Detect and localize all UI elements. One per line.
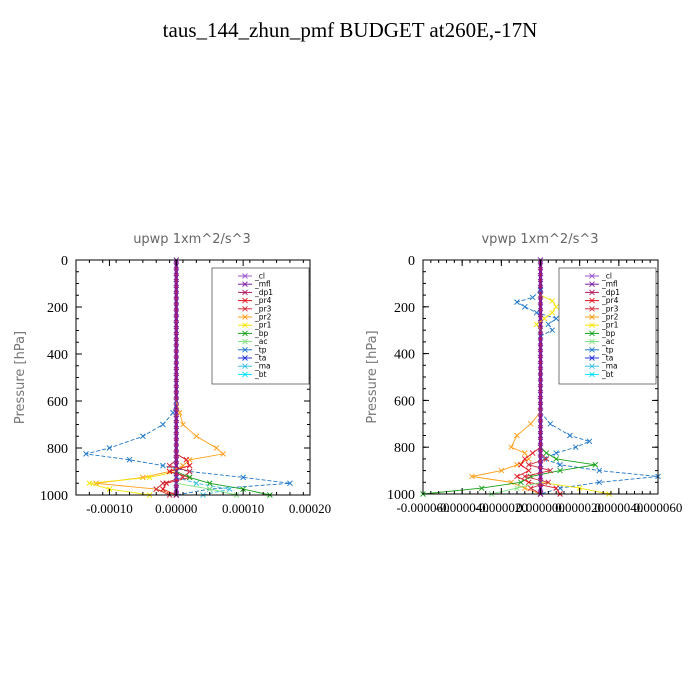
legend-label-cl: _cl <box>601 272 612 281</box>
legend-box <box>211 267 310 385</box>
x-tick-label: 0.00020 <box>289 501 331 516</box>
legend-label-bt: _bt <box>601 370 614 379</box>
series-group <box>83 257 293 498</box>
legend-label-pr1: _pr1 <box>254 321 272 330</box>
page-title: taus_144_zhun_pmf BUDGET at260E,-17N <box>162 18 538 42</box>
legend-label-cl: _cl <box>254 272 265 281</box>
y-tick-label: 600 <box>394 394 415 409</box>
legend-label-dp1: _dp1 <box>254 288 273 297</box>
legend-label-dp1: _dp1 <box>601 288 620 297</box>
series-line-pr3 <box>524 452 551 495</box>
legend-label-tp: _tp <box>601 345 614 354</box>
legend-label-ac: _ac <box>601 337 614 346</box>
legend: _cl_mfl_dp1_pr4_pr3_pr2_pr1_bp_ac_tp_ta_… <box>211 267 310 385</box>
panel-title: vpwp 1xm^2/s^3 <box>481 232 598 247</box>
legend-label-mfl: _mfl <box>254 280 271 289</box>
legend-label-bp: _bp <box>601 329 616 338</box>
legend-label-pr1: _pr1 <box>601 321 619 330</box>
x-tick-label: 0.00000 <box>155 501 197 516</box>
plot-panel-1: upwp 1xm^2/s^3 Pressure [hPa] 0 200 400 600 80… <box>13 232 331 516</box>
legend-label-tp: _tp <box>254 345 267 354</box>
x-tick-label: 0.000060 <box>634 500 683 515</box>
x-tick-label: 0.00010 <box>222 501 264 516</box>
plot-panel-2: vpwp 1xm^2/s^3 Pressure [hPa] 0 200 400 600 80… <box>365 232 682 515</box>
legend-label-pr2: _pr2 <box>601 313 619 322</box>
series-line-pr1 <box>540 481 610 495</box>
legend-box <box>558 267 657 385</box>
legend-label-ac: _ac <box>254 337 267 346</box>
y-tick-label: 400 <box>47 348 68 363</box>
x-tick-label: 0.000020 <box>555 500 604 515</box>
y-tick-label: 800 <box>47 442 68 457</box>
legend-label-ta: _ta <box>254 354 266 363</box>
series-line-ma <box>176 476 230 496</box>
y-tick-label: 200 <box>394 301 415 316</box>
y-axis-label: Pressure [hPa] <box>13 331 28 424</box>
y-tick-label: 0 <box>408 254 415 269</box>
x-tick-label: -0.000060 <box>396 500 449 515</box>
legend-label-bp: _bp <box>254 329 269 338</box>
x-tick-label: -0.000040 <box>436 500 489 515</box>
series-group <box>420 257 661 497</box>
y-tick-label: 1000 <box>40 489 68 504</box>
y-tick-label: 200 <box>47 301 68 316</box>
legend-label-ta: _ta <box>601 354 613 363</box>
legend-label-pr2: _pr2 <box>254 313 272 322</box>
x-tick-label: -0.00010 <box>86 501 133 516</box>
y-tick-label: 600 <box>47 395 68 410</box>
y-tick-label: 800 <box>394 441 415 456</box>
x-tick-label: 0.000000 <box>516 500 565 515</box>
legend-label-pr3: _pr3 <box>254 304 272 313</box>
y-tick-label: 400 <box>394 348 415 363</box>
legend-label-pr3: _pr3 <box>601 304 619 313</box>
legend-label-ma: _ma <box>601 362 618 371</box>
y-axis-label: Pressure [hPa] <box>365 330 380 423</box>
legend-label-mfl: _mfl <box>601 280 618 289</box>
x-tick-label: -0.000020 <box>475 500 528 515</box>
legend: _cl_mfl_dp1_pr4_pr3_pr2_pr1_bp_ac_tp_ta_… <box>558 267 657 385</box>
y-tick-label: 1000 <box>387 488 415 503</box>
legend-label-ma: _ma <box>254 362 271 371</box>
legend-label-pr4: _pr4 <box>254 296 272 305</box>
x-tick-label: 0.000040 <box>594 500 643 515</box>
legend-label-bt: _bt <box>254 370 267 379</box>
y-tick-label: 0 <box>61 254 68 269</box>
panel-title: upwp 1xm^2/s^3 <box>133 232 251 247</box>
legend-label-pr4: _pr4 <box>601 296 619 305</box>
